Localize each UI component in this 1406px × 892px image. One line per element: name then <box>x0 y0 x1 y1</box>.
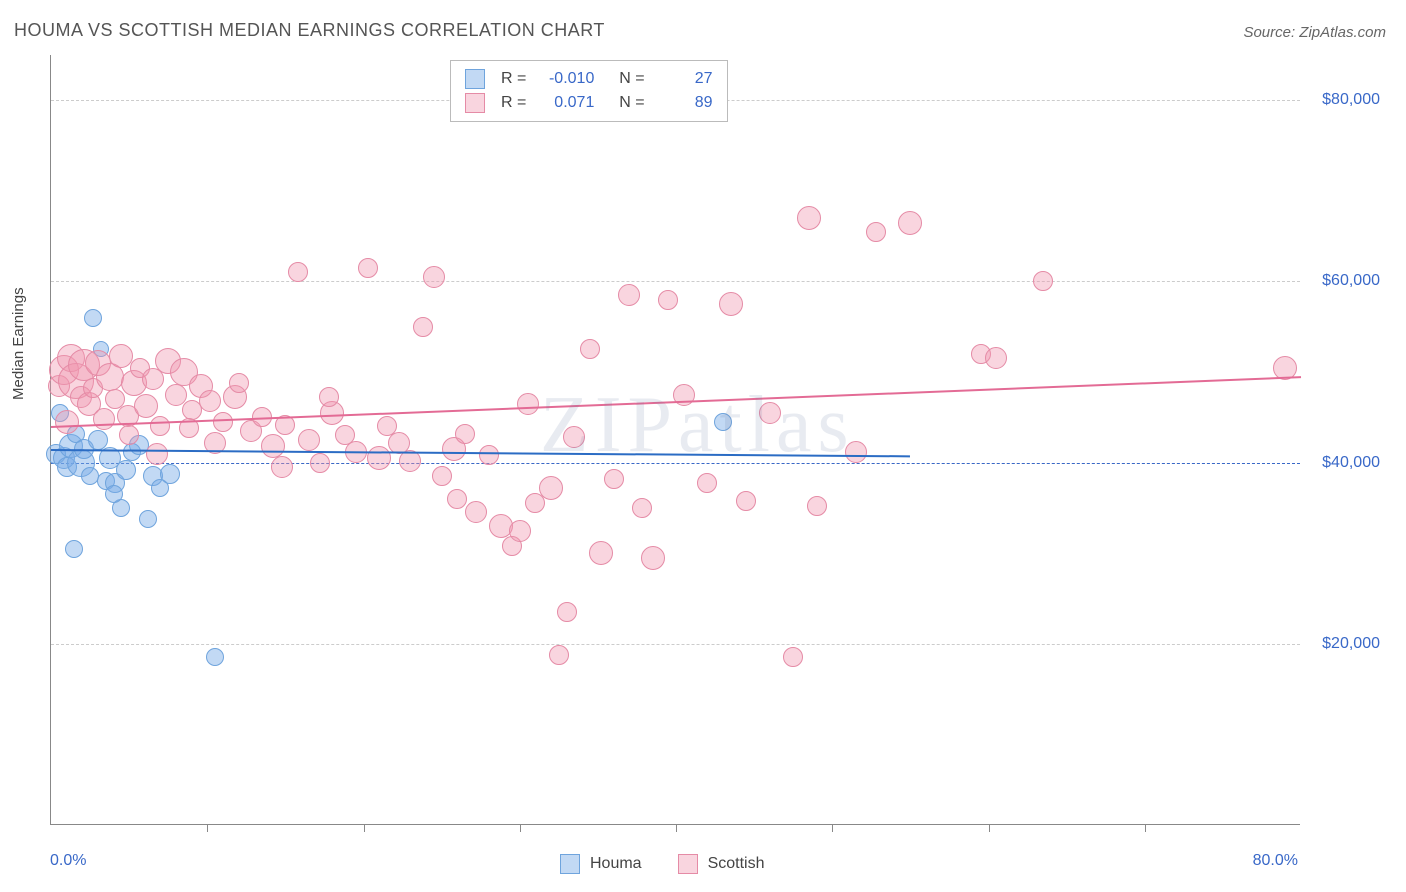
y-tick-label: $40,000 <box>1322 454 1380 472</box>
scottish-point <box>658 290 678 310</box>
scottish-point <box>119 425 139 445</box>
x-tick <box>1145 824 1146 832</box>
scottish-point <box>319 387 339 407</box>
scottish-point <box>632 498 652 518</box>
scottish-point <box>55 410 79 434</box>
scottish-swatch-icon <box>465 93 485 113</box>
scottish-point <box>557 602 577 622</box>
gridline-horizontal <box>51 644 1300 645</box>
scottish-point <box>271 456 293 478</box>
scottish-point <box>455 424 475 444</box>
scottish-n-value: 89 <box>657 94 713 112</box>
n-label: N = <box>610 70 644 88</box>
scottish-point <box>447 489 467 509</box>
x-tick <box>676 824 677 832</box>
scottish-point <box>898 211 922 235</box>
scottish-point <box>150 416 170 436</box>
scottish-point <box>298 429 320 451</box>
scottish-r-value: 0.071 <box>538 94 594 112</box>
x-tick <box>989 824 990 832</box>
x-tick <box>832 824 833 832</box>
scottish-point <box>736 491 756 511</box>
scottish-point <box>413 317 433 337</box>
houma-point <box>65 540 83 558</box>
scottish-point <box>479 445 499 465</box>
scottish-point <box>1033 271 1053 291</box>
scottish-point <box>618 284 640 306</box>
scottish-point <box>797 206 821 230</box>
scottish-point <box>807 496 827 516</box>
houma-point <box>160 464 180 484</box>
gridline-horizontal <box>51 281 1300 282</box>
scottish-point <box>985 347 1007 369</box>
y-tick-label: $80,000 <box>1322 91 1380 109</box>
scottish-point <box>146 443 168 465</box>
x-tick <box>364 824 365 832</box>
scottish-point <box>845 441 867 463</box>
x-axis-min-label: 0.0% <box>50 852 86 870</box>
scottish-point <box>432 466 452 486</box>
source-attribution: Source: ZipAtlas.com <box>1243 24 1386 41</box>
legend-item-houma: Houma <box>560 854 642 874</box>
scottish-point <box>288 262 308 282</box>
chart-title: HOUMA VS SCOTTISH MEDIAN EARNINGS CORREL… <box>14 20 605 41</box>
houma-r-value: -0.010 <box>538 70 594 88</box>
scottish-point <box>367 446 391 470</box>
bottom-legend: Houma Scottish <box>560 854 765 874</box>
correlation-stats-box: R = -0.010 N = 27 R = 0.071 N = 89 <box>450 60 728 122</box>
scottish-point <box>310 453 330 473</box>
x-tick <box>520 824 521 832</box>
scottish-point <box>229 373 249 393</box>
x-tick <box>207 824 208 832</box>
houma-point <box>714 413 732 431</box>
houma-point <box>84 309 102 327</box>
scottish-point <box>358 258 378 278</box>
scottish-point <box>509 520 531 542</box>
scottish-point <box>759 402 781 424</box>
scottish-point <box>517 393 539 415</box>
scottish-point <box>423 266 445 288</box>
houma-point <box>206 648 224 666</box>
scottish-point <box>199 390 221 412</box>
reference-line <box>51 463 1300 464</box>
houma-swatch-icon <box>465 69 485 89</box>
legend-label-houma: Houma <box>590 855 642 873</box>
scottish-point <box>641 546 665 570</box>
scottish-point <box>213 412 233 432</box>
scottish-point <box>866 222 886 242</box>
houma-point <box>105 485 123 503</box>
houma-point <box>139 510 157 528</box>
r-label: R = <box>501 70 526 88</box>
houma-legend-swatch-icon <box>560 854 580 874</box>
r-label: R = <box>501 94 526 112</box>
scottish-point <box>261 434 285 458</box>
x-axis-max-label: 80.0% <box>1253 852 1298 870</box>
scottish-point <box>465 501 487 523</box>
scottish-point <box>589 541 613 565</box>
y-axis-label: Median Earnings <box>10 287 27 400</box>
scottish-point <box>93 408 115 430</box>
scottish-point <box>563 426 585 448</box>
stats-row-houma: R = -0.010 N = 27 <box>465 67 713 91</box>
plot-area <box>50 55 1300 825</box>
houma-n-value: 27 <box>657 70 713 88</box>
y-tick-label: $60,000 <box>1322 272 1380 290</box>
houma-point <box>88 430 108 450</box>
legend-item-scottish: Scottish <box>678 854 765 874</box>
scottish-point <box>134 394 158 418</box>
stats-row-scottish: R = 0.071 N = 89 <box>465 91 713 115</box>
n-label: N = <box>610 94 644 112</box>
scottish-point <box>604 469 624 489</box>
scottish-point <box>783 647 803 667</box>
scottish-point <box>549 645 569 665</box>
houma-point <box>116 460 136 480</box>
scottish-point <box>697 473 717 493</box>
scottish-point <box>539 476 563 500</box>
scottish-legend-swatch-icon <box>678 854 698 874</box>
scottish-point <box>580 339 600 359</box>
scottish-point <box>719 292 743 316</box>
y-tick-label: $20,000 <box>1322 635 1380 653</box>
legend-label-scottish: Scottish <box>708 855 765 873</box>
